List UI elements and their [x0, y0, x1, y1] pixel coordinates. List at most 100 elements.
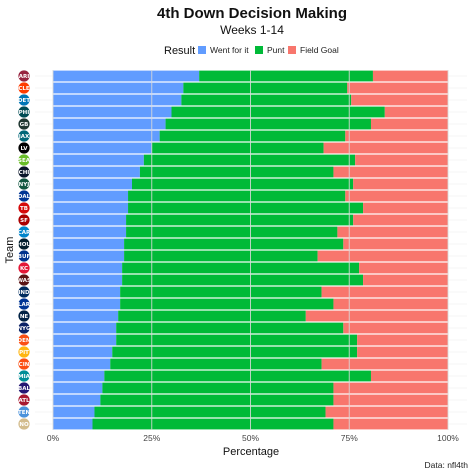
team-logo-dal: DAL — [18, 190, 31, 202]
bar-punt-cle — [183, 82, 348, 94]
team-logo-badge — [18, 250, 30, 262]
bar-field-goal-ari — [372, 70, 448, 82]
bar-punt-kc — [122, 262, 360, 274]
team-logo-badge — [18, 202, 30, 214]
bar-punt-car — [126, 226, 338, 238]
bar-went-for-it-cin — [53, 358, 111, 370]
x-ticks-layer: 0% 25% 50% 75% 100% — [47, 433, 459, 443]
bar-field-goal-nyg — [343, 322, 448, 334]
team-tick-label: NE — [20, 314, 29, 320]
bar-punt-lv — [151, 142, 324, 154]
bar-went-for-it-kc — [53, 262, 123, 274]
team-logo-badge — [18, 262, 30, 274]
legend-swatch-went-for-it — [198, 46, 206, 54]
bar-field-goal-ne — [305, 310, 448, 322]
team-logo-ari: ARI — [18, 70, 30, 82]
team-logo-badge — [18, 214, 30, 226]
bar-punt-nyg — [116, 322, 344, 334]
bar-went-for-it-ari — [53, 70, 200, 82]
bar-field-goal-sea — [355, 154, 448, 166]
legend: Result Went for it Punt Field Goal — [164, 45, 339, 57]
team-tick-label: ATL — [18, 398, 30, 404]
team-tick-label: CHI — [19, 170, 30, 176]
bar-punt-nyj — [132, 178, 354, 190]
team-tick-label: PHI — [19, 110, 30, 116]
bar-field-goal-chi — [333, 166, 448, 178]
team-logo-ne: NE — [18, 310, 30, 322]
team-logo-cin: CIN — [18, 358, 30, 370]
bar-went-for-it-atl — [53, 394, 101, 406]
bar-field-goal-hou — [343, 238, 448, 250]
bar-went-for-it-was — [53, 274, 123, 286]
bar-went-for-it-den — [53, 334, 117, 346]
bar-punt-pit — [112, 346, 358, 358]
bar-field-goal-phi — [384, 106, 448, 118]
team-tick-label: DET — [18, 98, 30, 104]
bar-field-goal-det — [351, 94, 448, 106]
team-logo-badge — [18, 298, 30, 310]
team-tick-label: LAR — [18, 302, 31, 308]
team-logo-badge — [18, 118, 30, 130]
team-logo-pit: PIT — [18, 346, 30, 358]
team-logo-kc: KC — [18, 262, 30, 274]
bar-field-goal-jax — [345, 130, 448, 142]
x-tick-label: 25% — [143, 433, 160, 443]
team-logo-badge — [18, 406, 30, 418]
team-tick-label: CLE — [18, 86, 30, 92]
team-tick-label: NYJ — [19, 182, 30, 188]
bar-punt-ind — [120, 286, 322, 298]
bar-field-goal-sf — [353, 214, 448, 226]
team-logo-hou: HOU — [17, 238, 31, 250]
bar-punt-mia — [104, 370, 371, 382]
bar-field-goal-ind — [321, 286, 448, 298]
team-logo-badge — [18, 382, 30, 394]
team-tick-label: CIN — [19, 362, 30, 368]
bar-went-for-it-ne — [53, 310, 119, 322]
bar-field-goal-cin — [321, 358, 448, 370]
bar-field-goal-ten — [325, 406, 448, 418]
team-tick-label: JAX — [18, 134, 30, 140]
bar-field-goal-kc — [359, 262, 448, 274]
bar-went-for-it-sf — [53, 214, 127, 226]
bar-punt-phi — [171, 106, 385, 118]
team-tick-label: BAL — [18, 386, 30, 392]
team-tick-label: TEN — [18, 410, 31, 416]
team-logo-den: DEN — [18, 334, 31, 346]
bar-field-goal-dal — [345, 190, 448, 202]
bar-punt-bal — [102, 382, 334, 394]
bar-went-for-it-pit — [53, 346, 113, 358]
team-tick-label: CAR — [18, 230, 31, 236]
team-logo-gb: GB — [18, 118, 30, 130]
bar-punt-buf — [124, 250, 318, 262]
team-tick-label: GB — [20, 122, 29, 128]
bar-punt-ten — [94, 406, 326, 418]
bar-field-goal-car — [337, 226, 448, 238]
team-logo-badge — [18, 394, 30, 406]
team-tick-label: LV — [20, 146, 28, 152]
team-tick-label: DAL — [18, 194, 31, 200]
vgrid-layer — [52, 70, 449, 430]
team-logo-badge — [18, 238, 30, 250]
bar-punt-cin — [110, 358, 322, 370]
bar-punt-ari — [199, 70, 373, 82]
bar-punt-den — [116, 334, 358, 346]
team-tick-label: IND — [18, 290, 30, 296]
bar-went-for-it-ind — [53, 286, 121, 298]
team-logo-jax: JAX — [18, 130, 30, 142]
team-logo-atl: ATL — [18, 394, 30, 406]
bar-field-goal-atl — [333, 394, 448, 406]
teams-layer: ARI CLE DET PHI GB JAX LV SEA CHI NYJ DAL TB SF CAR HO… — [17, 70, 31, 430]
bar-went-for-it-phi — [53, 106, 172, 118]
bar-punt-jax — [159, 130, 346, 142]
bar-punt-tb — [128, 202, 364, 214]
x-tick-label: 75% — [341, 433, 358, 443]
team-tick-label: DEN — [18, 338, 31, 344]
team-tick-label: KC — [20, 266, 28, 272]
team-tick-label: ARI — [19, 74, 30, 80]
team-logo-badge — [18, 274, 30, 286]
team-logo-lv: LV — [18, 142, 30, 154]
bar-punt-chi — [139, 166, 334, 178]
team-logo-no: NO — [18, 418, 30, 430]
bar-went-for-it-dal — [53, 190, 129, 202]
